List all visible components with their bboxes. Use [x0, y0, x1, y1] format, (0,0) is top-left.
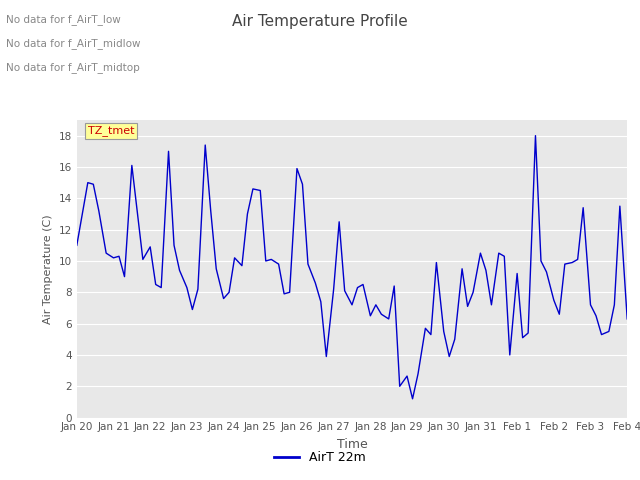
Legend: AirT 22m: AirT 22m [269, 446, 371, 469]
X-axis label: Time: Time [337, 438, 367, 451]
Text: Air Temperature Profile: Air Temperature Profile [232, 14, 408, 29]
Text: No data for f_AirT_midlow: No data for f_AirT_midlow [6, 38, 141, 49]
Text: No data for f_AirT_midtop: No data for f_AirT_midtop [6, 62, 140, 73]
Text: No data for f_AirT_low: No data for f_AirT_low [6, 14, 121, 25]
Y-axis label: Air Temperature (C): Air Temperature (C) [43, 214, 53, 324]
Text: TZ_tmet: TZ_tmet [88, 125, 134, 136]
